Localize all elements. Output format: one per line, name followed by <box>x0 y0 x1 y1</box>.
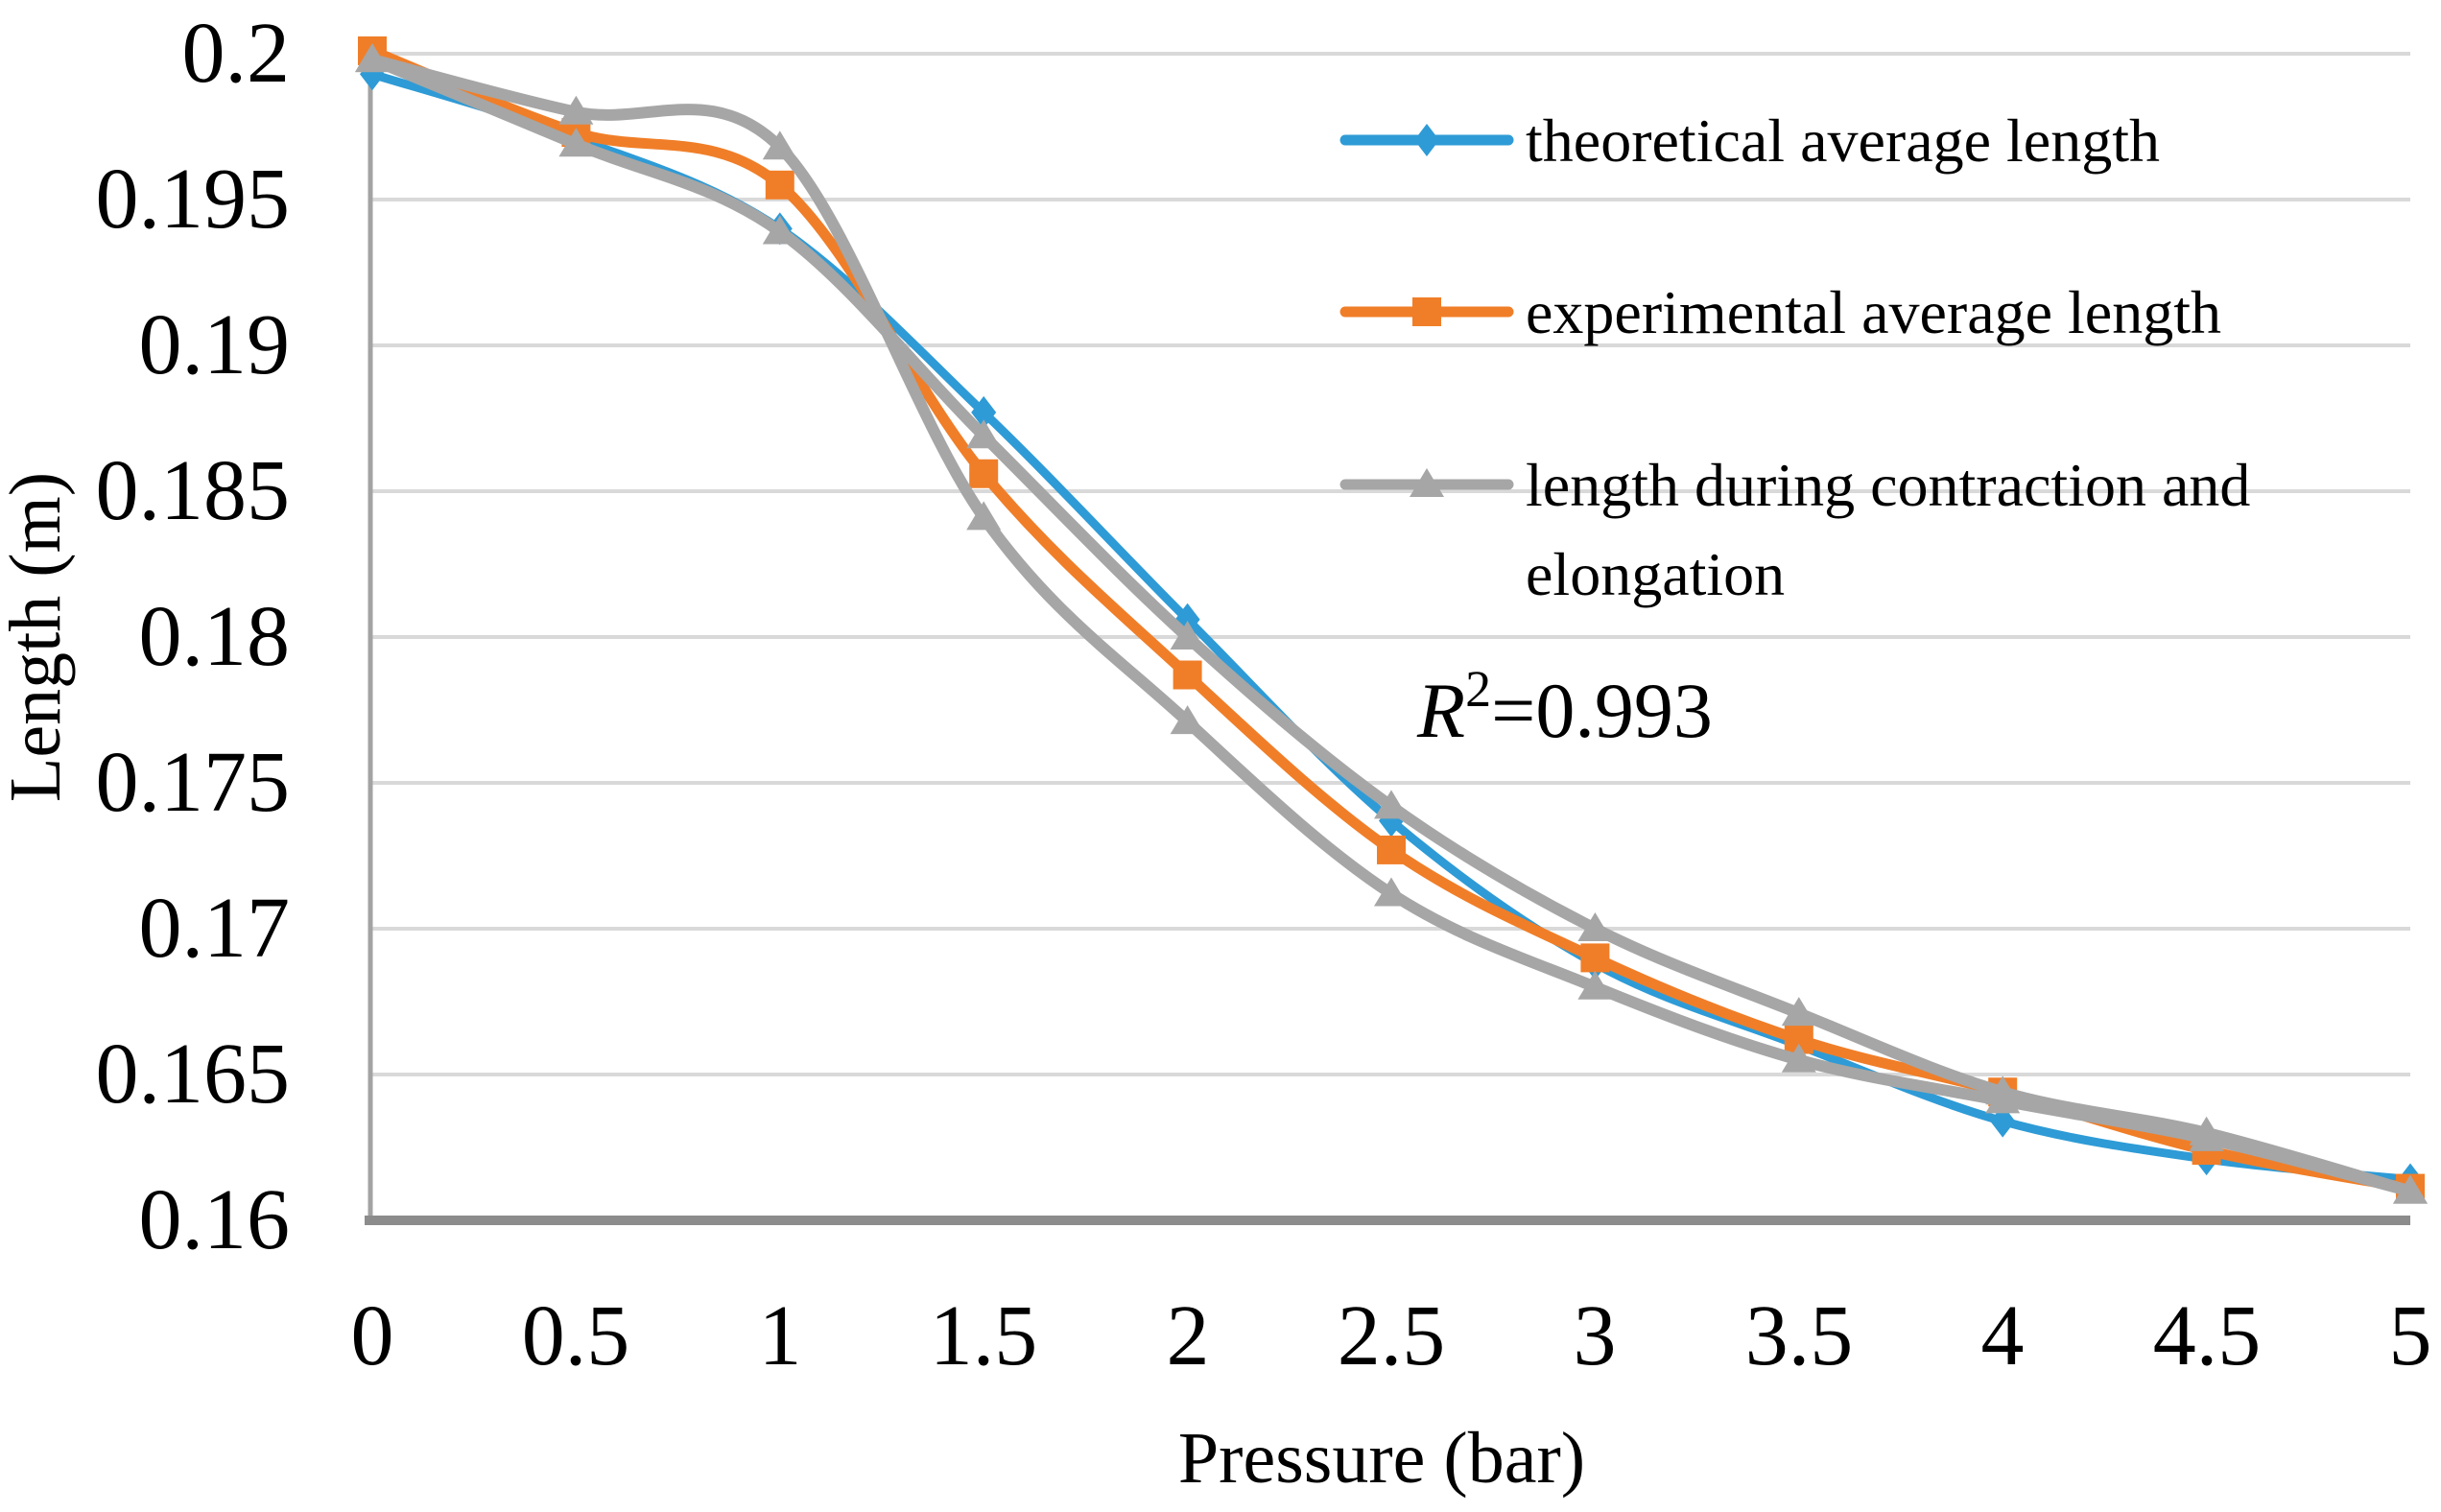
y-tick: 0.175 <box>96 735 291 830</box>
legend-marker-triangle <box>1339 468 1514 497</box>
x-tick: 5 <box>2389 1288 2432 1383</box>
legend-item-experimental: experimental average length <box>1526 278 2221 346</box>
x-tick: 1 <box>759 1288 802 1383</box>
y-tick: 0.17 <box>139 881 291 976</box>
series-theoretical <box>360 58 2423 1196</box>
x-tick: 4.5 <box>2153 1288 2262 1383</box>
legend-marker-square <box>1339 297 1514 326</box>
y-axis-title: Length (m) <box>0 472 76 802</box>
series-experimental <box>358 35 2425 1203</box>
y-tick: 0.2 <box>182 6 291 101</box>
x-tick: 2.5 <box>1338 1288 1446 1383</box>
x-axis-title: Pressure (bar) <box>1178 1418 1585 1499</box>
y-axis-tick-labels: 0.2 0.195 0.19 0.185 0.18 0.175 0.17 0.1… <box>96 6 291 1267</box>
y-tick: 0.18 <box>139 589 291 684</box>
axis-lines <box>365 54 2410 1225</box>
legend-item-contraction-line1: length during contraction and <box>1526 451 2250 519</box>
legend-marker-diamond <box>1339 124 1514 156</box>
x-tick: 3 <box>1574 1288 1617 1383</box>
r-squared-annotation: R2=0.993 <box>1416 660 1713 754</box>
legend-item-contraction-line2: elongation <box>1526 540 1785 608</box>
x-tick: 4 <box>1981 1288 2025 1383</box>
series-contraction-elongation <box>355 43 2428 1204</box>
x-tick: 3.5 <box>1745 1288 1854 1383</box>
data-series <box>355 35 2428 1204</box>
x-tick: 2 <box>1167 1288 1210 1383</box>
legend-item-theoretical: theoretical average length <box>1526 106 2160 175</box>
x-tick: 0 <box>351 1288 394 1383</box>
x-axis-tick-labels: 0 0.5 1 1.5 2 2.5 3 3.5 4 4.5 5 <box>351 1288 2432 1383</box>
y-tick: 0.165 <box>96 1027 291 1122</box>
x-tick: 0.5 <box>522 1288 630 1383</box>
x-tick: 1.5 <box>930 1288 1038 1383</box>
y-tick: 0.19 <box>139 297 291 392</box>
y-tick: 0.16 <box>139 1172 291 1267</box>
y-tick: 0.185 <box>96 443 291 538</box>
legend: theoretical average length experimental … <box>1526 106 2250 608</box>
gridlines <box>368 52 2410 1076</box>
legend-markers <box>1339 124 1514 497</box>
y-tick: 0.195 <box>96 152 291 247</box>
